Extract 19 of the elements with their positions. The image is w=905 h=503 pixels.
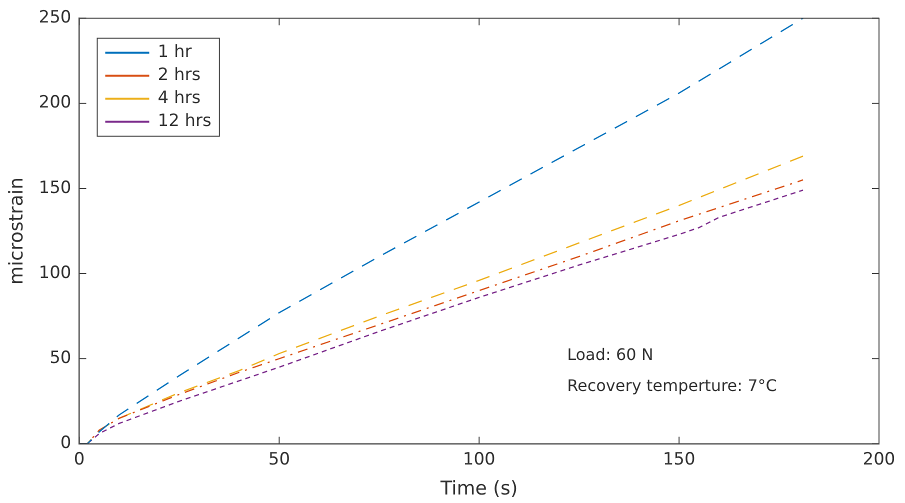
y-tick-label: 50 (50, 348, 72, 368)
x-tick-label: 50 (268, 449, 290, 470)
legend-label: 12 hrs (158, 111, 212, 132)
y-tick-label: 100 (38, 262, 72, 283)
x-tick-label: 150 (662, 449, 696, 470)
legend-label: 1 hr (158, 42, 192, 62)
y-tick-label: 150 (38, 178, 72, 198)
y-tick-label: 200 (38, 92, 72, 113)
y-tick-label: 250 (38, 8, 72, 28)
x-axis-title: Time (s) (439, 478, 518, 500)
x-tick-label: 200 (862, 449, 896, 470)
legend-label: 4 hrs (158, 88, 201, 108)
y-tick-label: 0 (60, 433, 72, 454)
annotation: Recovery temperture: 7°C (567, 376, 777, 395)
x-tick-label: 0 (74, 449, 85, 470)
legend-label: 2 hrs (158, 65, 201, 86)
x-tick-label: 100 (462, 449, 496, 470)
y-axis-title: microstrain (5, 177, 28, 285)
annotation: Load: 60 N (567, 344, 654, 364)
